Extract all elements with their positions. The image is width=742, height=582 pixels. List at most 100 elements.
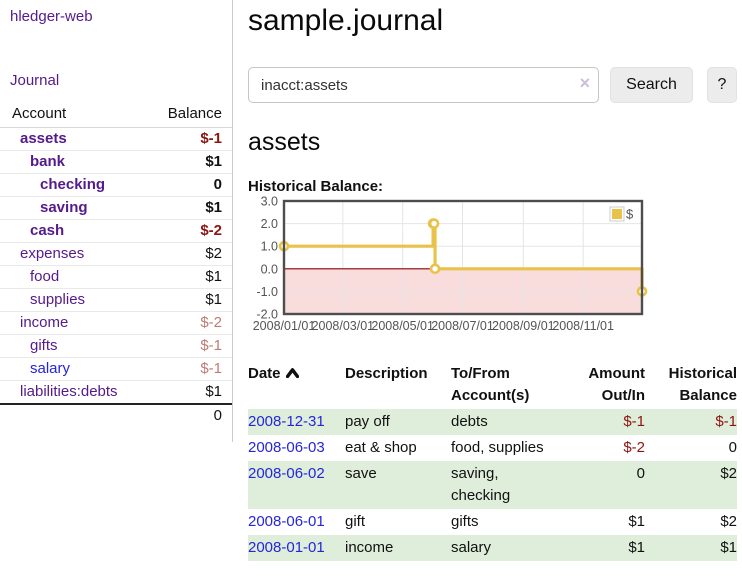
- register-accounts: gifts: [451, 513, 479, 530]
- account-balance: $1: [140, 150, 232, 174]
- svg-text:2008/05/01: 2008/05/01: [371, 319, 434, 333]
- account-row: supplies $1: [0, 288, 232, 312]
- sidebar-account-link-expenses[interactable]: expenses: [20, 245, 85, 262]
- accounts-table-body: assets $-1 bank $1 checking 0 saving $1 cash $-2 e…: [0, 128, 232, 404]
- sidebar-account-link-salary[interactable]: salary: [30, 360, 71, 377]
- search-form: × Search ?: [248, 67, 737, 103]
- account-row: cash $-2: [0, 219, 232, 243]
- svg-text:-1.0: -1.0: [256, 285, 278, 299]
- register-row: 2008-12-31 pay off debts $-1 $-1: [248, 409, 737, 435]
- sidebar-account-link-liabilities-debts[interactable]: liabilities:debts: [20, 383, 118, 400]
- sidebar-account-link-bank[interactable]: bank: [30, 153, 66, 170]
- register-date-link[interactable]: 2008-06-01: [248, 513, 325, 530]
- register-description: eat & shop: [345, 439, 417, 456]
- search-input[interactable]: [248, 67, 600, 103]
- accounts-header-account: Account: [0, 102, 141, 128]
- sidebar-account-link-food[interactable]: food: [30, 268, 60, 285]
- register-header-description: Description: [345, 365, 428, 382]
- accounts-total-row: 0: [0, 403, 232, 427]
- svg-text:2008/01/01: 2008/01/01: [253, 319, 316, 333]
- register-amount: 0: [636, 465, 645, 482]
- svg-text:2008/11/01: 2008/11/01: [552, 319, 614, 333]
- accounts-table: Account Balance assets $-1 bank $1 checking 0…: [0, 102, 232, 427]
- sidebar-account-link-supplies[interactable]: supplies: [30, 291, 86, 308]
- sidebar-account-link-checking[interactable]: checking: [40, 176, 106, 193]
- register-accounts: saving, checking: [451, 465, 511, 504]
- sidebar-account-link-saving[interactable]: saving: [40, 199, 88, 216]
- account-balance: $1: [140, 265, 232, 289]
- svg-text:2008/09/01: 2008/09/01: [492, 319, 555, 333]
- account-balance: $-1: [200, 130, 222, 147]
- register-accounts: debts: [451, 413, 488, 430]
- svg-text:2.0: 2.0: [261, 217, 278, 231]
- register-header-accounts: To/From Account(s): [451, 365, 530, 404]
- register-balance: $-1: [715, 413, 737, 430]
- account-balance: $1: [140, 288, 232, 312]
- accounts-total-value: 0: [140, 403, 232, 427]
- search-button[interactable]: Search: [610, 67, 693, 103]
- clear-search-icon[interactable]: ×: [579, 73, 591, 93]
- register-description: save: [345, 465, 377, 482]
- register-row: 2008-06-01 gift gifts $1 $2: [248, 509, 737, 535]
- svg-text:2008/07/01: 2008/07/01: [431, 319, 494, 333]
- account-balance: $1: [140, 380, 232, 404]
- account-balance: 0: [140, 173, 232, 197]
- svg-text:0.0: 0.0: [261, 262, 278, 276]
- account-heading: assets: [248, 128, 321, 156]
- register-table: Date Description To/From Account(s) Amou…: [248, 361, 737, 561]
- sidebar-account-link-gifts[interactable]: gifts: [30, 337, 58, 354]
- account-row: bank $1: [0, 150, 232, 174]
- svg-text:2008/03/01: 2008/03/01: [312, 319, 375, 333]
- account-row: assets $-1: [0, 128, 232, 151]
- register-header-row: Date Description To/From Account(s) Amou…: [248, 361, 737, 409]
- sidebar-account-link-cash[interactable]: cash: [30, 222, 65, 239]
- brand-link[interactable]: hledger-web: [10, 8, 93, 25]
- register-amount: $1: [628, 539, 645, 556]
- help-button[interactable]: ?: [706, 67, 737, 103]
- register-amount: $-2: [623, 439, 645, 456]
- register-description: pay off: [345, 413, 390, 430]
- svg-text:-2.0: -2.0: [256, 308, 278, 322]
- account-row: income $-2: [0, 311, 232, 335]
- register-date-link[interactable]: 2008-06-02: [248, 465, 325, 482]
- register-description: gift: [345, 513, 366, 530]
- register-amount: $-1: [623, 413, 645, 430]
- account-balance: $-1: [140, 357, 232, 381]
- account-row: saving $1: [0, 196, 232, 220]
- register-row: 2008-06-03 eat & shop food, supplies $-2 0: [248, 435, 737, 461]
- chart-title-label: Historical Balance:: [248, 178, 384, 195]
- nav-journal-link[interactable]: Journal: [10, 72, 60, 89]
- chevron-up-icon: [285, 363, 299, 385]
- account-row: gifts $-1: [0, 334, 232, 358]
- account-row: checking 0: [0, 173, 232, 197]
- account-row: expenses $2: [0, 242, 232, 266]
- account-balance: $2: [140, 242, 232, 266]
- svg-text:3.0: 3.0: [261, 195, 278, 209]
- account-balance: $-1: [140, 334, 232, 358]
- register-accounts: food, supplies: [451, 439, 544, 456]
- svg-text:1.0: 1.0: [261, 240, 278, 254]
- register-balance: $1: [720, 539, 737, 556]
- register-accounts: salary: [451, 539, 492, 556]
- register-date-link[interactable]: 2008-06-03: [248, 439, 325, 456]
- register-header-amount: Amount Out/In: [588, 365, 645, 404]
- sidebar-account-link-income[interactable]: income: [20, 314, 69, 331]
- main-content: sample.journal × Search ? assets Histori…: [248, 0, 737, 561]
- sidebar: hledger-web Journal Account Balance asse…: [0, 0, 233, 442]
- register-row: 2008-01-01 income salary $1 $1: [248, 535, 737, 561]
- account-row: liabilities:debts $1: [0, 380, 232, 404]
- register-table-body: 2008-12-31 pay off debts $-1 $-1 2008-06-03 ea…: [248, 409, 737, 561]
- sidebar-account-link-assets[interactable]: assets: [20, 130, 67, 147]
- register-balance: $2: [720, 513, 737, 530]
- account-balance: $-2: [140, 311, 232, 335]
- register-description: income: [345, 539, 394, 556]
- page-title: sample.journal: [248, 4, 444, 37]
- historical-balance-chart[interactable]: $3.0 2.0 1.0 0.0 -1.0 -2.02008/01/012008/03/0…: [248, 195, 648, 336]
- account-balance: $1: [140, 196, 232, 220]
- register-balance: 0: [728, 439, 737, 456]
- register-row: 2008-06-02 save saving, checking 0 $2: [248, 461, 737, 509]
- account-row: salary $-1: [0, 357, 232, 381]
- accounts-header-balance: Balance: [140, 102, 232, 128]
- register-date-link[interactable]: 2008-01-01: [248, 539, 325, 556]
- register-date-link[interactable]: 2008-12-31: [248, 413, 325, 430]
